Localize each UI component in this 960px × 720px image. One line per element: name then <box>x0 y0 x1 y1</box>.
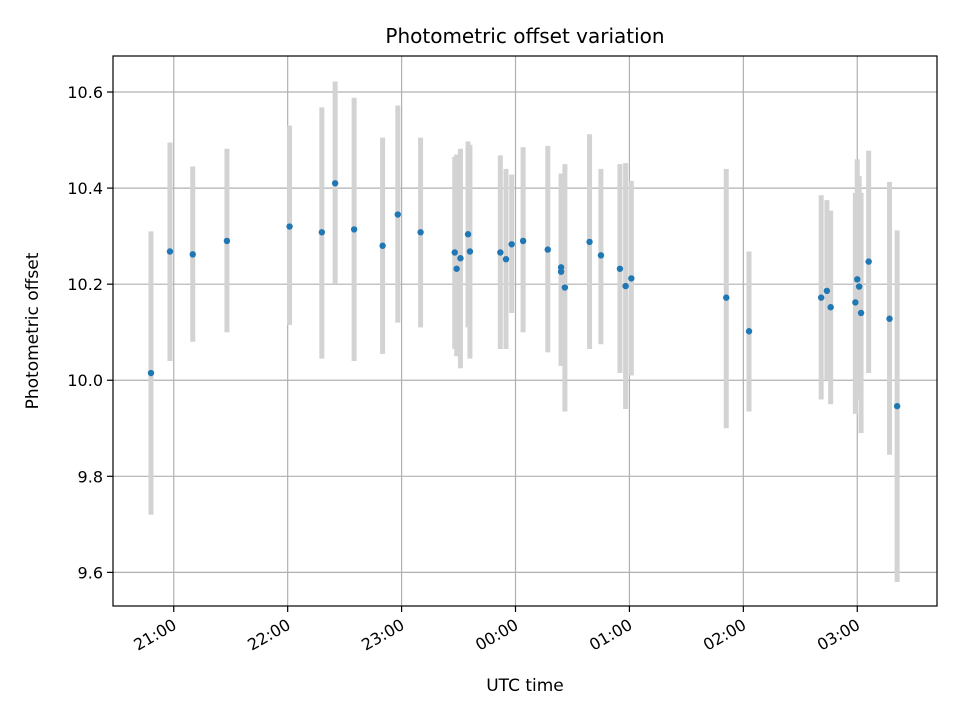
data-point <box>502 255 510 263</box>
x-tick-label: 23:00 <box>358 615 407 655</box>
data-point <box>622 282 629 290</box>
chart-title: Photometric offset variation <box>385 24 664 48</box>
data-point <box>823 287 831 295</box>
x-tick-label: 21:00 <box>130 615 179 655</box>
data-point <box>597 252 605 259</box>
y-tick-label: 10.4 <box>67 179 103 198</box>
y-tick-label: 9.8 <box>78 467 103 486</box>
x-axis-ticks: 21:00 22:00 23:00 00:00 01:00 02:00 03:00 <box>130 606 863 655</box>
data-point <box>723 294 730 301</box>
data-point <box>544 246 551 253</box>
data-point <box>857 309 865 317</box>
data-point <box>886 315 893 322</box>
y-tick-label: 10.6 <box>67 83 103 102</box>
data-point <box>497 249 504 256</box>
y-axis-label: Photometric offset <box>23 252 43 409</box>
data-point <box>350 226 358 233</box>
data-point <box>453 265 460 272</box>
data-point <box>286 223 293 230</box>
x-tick-label: 00:00 <box>472 615 521 655</box>
data-point <box>827 304 834 311</box>
data-point <box>417 229 424 236</box>
data-point <box>166 248 174 255</box>
data-point <box>557 268 565 275</box>
data-point <box>616 265 624 272</box>
data-point <box>464 231 472 238</box>
data-point <box>745 328 753 335</box>
data-points <box>147 180 901 410</box>
data-point <box>817 294 825 301</box>
y-tick-label: 10.0 <box>67 371 103 390</box>
y-tick-label: 10.2 <box>67 275 103 294</box>
data-point <box>331 180 339 187</box>
data-point <box>854 276 861 283</box>
x-tick-label: 22:00 <box>244 615 293 655</box>
data-point <box>223 237 231 245</box>
data-point <box>519 237 527 245</box>
data-point <box>147 369 155 377</box>
data-point <box>855 283 863 290</box>
error-bars <box>148 81 900 582</box>
y-axis-ticks: 9.6 9.8 10.0 10.2 10.4 10.6 <box>67 83 113 582</box>
data-point <box>457 255 464 262</box>
x-tick-label: 03:00 <box>814 615 863 655</box>
data-point <box>379 242 386 249</box>
x-tick-label: 02:00 <box>700 615 749 655</box>
x-axis-label: UTC time <box>486 676 564 696</box>
data-point <box>852 299 859 306</box>
plot-frame <box>112 55 938 607</box>
data-point <box>189 251 196 258</box>
data-point <box>508 241 515 248</box>
data-point <box>561 284 569 291</box>
data-point <box>318 229 326 236</box>
data-point <box>893 402 901 410</box>
y-tick-label: 9.6 <box>78 563 103 582</box>
data-point <box>586 238 593 246</box>
data-point <box>451 249 458 256</box>
data-point <box>628 275 635 282</box>
data-point <box>394 211 401 218</box>
x-tick-label: 01:00 <box>586 615 635 655</box>
data-point <box>865 258 872 265</box>
data-point <box>466 248 474 255</box>
